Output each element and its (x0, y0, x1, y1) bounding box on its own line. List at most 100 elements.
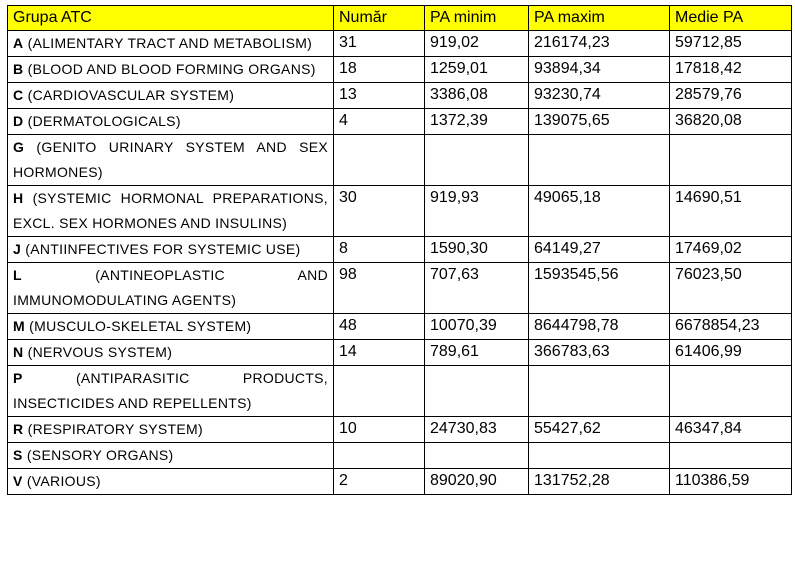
table-row: D (DERMATOLOGICALS) 4 1372,39 139075,65 3682… (7, 108, 792, 135)
atc-code: H (13, 190, 24, 206)
atc-code: N (13, 344, 24, 360)
value-cell: 46347,84 (669, 416, 792, 443)
empty-cell (333, 365, 425, 417)
atc-group-cell: R (RESPIRATORY SYSTEM) (7, 416, 334, 443)
atc-code: R (13, 421, 24, 437)
header-cell: Număr (333, 5, 425, 31)
atc-group-cell: V (VARIOUS) (7, 468, 334, 495)
atc-group-cell: S (SENSORY ORGANS) (7, 442, 334, 469)
atc-group-cell: D (DERMATOLOGICALS) (7, 108, 334, 135)
atc-name: (VARIOUS) (26, 473, 101, 489)
value-cell: 10 (333, 416, 425, 443)
value-cell: 789,61 (424, 339, 529, 366)
value-cell: 1259,01 (424, 56, 529, 83)
value-cell: 76023,50 (669, 262, 792, 314)
value-cell: 6678854,23 (669, 313, 792, 340)
table-row: J (ANTIINFECTIVES FOR SYSTEMIC USE) 8 1590… (7, 236, 792, 263)
value-cell: 10070,39 (424, 313, 529, 340)
table-row: V (VARIOUS) 2 89020,90 131752,28 110386,59 (7, 468, 792, 495)
atc-code: A (13, 35, 24, 51)
table-row: C (CARDIOVASCULAR SYSTEM) 13 3386,08 93230,… (7, 82, 792, 109)
atc-name: (ALIMENTARY TRACT AND METABOLISM) (27, 35, 313, 51)
atc-group-cell: P (ANTIPARASITIC PRODUCTS, INSECTICIDES … (7, 365, 334, 417)
table-row: N (NERVOUS SYSTEM) 14 789,61 366783,63 61406… (7, 339, 792, 366)
table-body: A (ALIMENTARY TRACT AND METABOLISM) 31 919… (7, 30, 792, 495)
atc-name: (CARDIOVASCULAR SYSTEM) (27, 87, 235, 103)
empty-cell (528, 442, 670, 469)
value-cell: 59712,85 (669, 30, 792, 57)
value-cell: 93230,74 (528, 82, 670, 109)
value-cell: 4 (333, 108, 425, 135)
header-cell: PA minim (424, 5, 529, 31)
atc-group-cell: N (NERVOUS SYSTEM) (7, 339, 334, 366)
atc-group-cell: B (BLOOD AND BLOOD FORMING ORGANS) (7, 56, 334, 83)
value-cell: 2 (333, 468, 425, 495)
table-row: R (RESPIRATORY SYSTEM) 10 24730,83 55427,62… (7, 416, 792, 443)
empty-cell (424, 365, 529, 417)
value-cell: 55427,62 (528, 416, 670, 443)
atc-name: (ANTIPARASITIC PRODUCTS, INSECTICIDES AN… (13, 370, 328, 411)
atc-name: (DERMATOLOGICALS) (27, 113, 181, 129)
header-cell: PA maxim (528, 5, 670, 31)
table-row: H (SYSTEMIC HORMONAL PREPARATIONS, EXCL.… (7, 185, 792, 237)
atc-name: (GENITO URINARY SYSTEM AND SEX HORMONES) (13, 139, 328, 180)
atc-code: P (13, 370, 23, 386)
atc-group-cell: M (MUSCULO-SKELETAL SYSTEM) (7, 313, 334, 340)
value-cell: 89020,90 (424, 468, 529, 495)
empty-cell (669, 365, 792, 417)
value-cell: 36820,08 (669, 108, 792, 135)
atc-code: D (13, 113, 24, 129)
empty-cell (528, 365, 670, 417)
table-row: S (SENSORY ORGANS) (7, 442, 792, 469)
header-cell: Medie PA (669, 5, 792, 31)
value-cell: 1372,39 (424, 108, 529, 135)
empty-cell (424, 134, 529, 186)
atc-name: (MUSCULO-SKELETAL SYSTEM) (29, 318, 252, 334)
value-cell: 8 (333, 236, 425, 263)
value-cell: 216174,23 (528, 30, 670, 57)
atc-code: S (13, 447, 23, 463)
value-cell: 98 (333, 262, 425, 314)
empty-cell (333, 134, 425, 186)
value-cell: 139075,65 (528, 108, 670, 135)
atc-name: (BLOOD AND BLOOD FORMING ORGANS) (27, 61, 316, 77)
empty-cell (333, 442, 425, 469)
value-cell: 8644798,78 (528, 313, 670, 340)
atc-name: (NERVOUS SYSTEM) (27, 344, 173, 360)
atc-code: V (13, 473, 23, 489)
atc-group-cell: C (CARDIOVASCULAR SYSTEM) (7, 82, 334, 109)
empty-cell (528, 134, 670, 186)
value-cell: 64149,27 (528, 236, 670, 263)
value-cell: 1590,30 (424, 236, 529, 263)
atc-name: (RESPIRATORY SYSTEM) (27, 421, 203, 437)
table-row: G (GENITO URINARY SYSTEM AND SEX HORMONE… (7, 134, 792, 186)
atc-group-cell: L (ANTINEOPLASTIC AND IMMUNOMODULATING A… (7, 262, 334, 314)
value-cell: 1593545,56 (528, 262, 670, 314)
value-cell: 93894,34 (528, 56, 670, 83)
value-cell: 30 (333, 185, 425, 237)
value-cell: 18 (333, 56, 425, 83)
value-cell: 61406,99 (669, 339, 792, 366)
table-row: L (ANTINEOPLASTIC AND IMMUNOMODULATING A… (7, 262, 792, 314)
header-cell: Grupa ATC (7, 5, 334, 31)
value-cell: 13 (333, 82, 425, 109)
value-cell: 24730,83 (424, 416, 529, 443)
atc-group-cell: G (GENITO URINARY SYSTEM AND SEX HORMONE… (7, 134, 334, 186)
atc-name: (SYSTEMIC HORMONAL PREPARATIONS, EXCL. S… (13, 190, 328, 231)
value-cell: 110386,59 (669, 468, 792, 495)
value-cell: 49065,18 (528, 185, 670, 237)
atc-code: J (13, 241, 22, 257)
value-cell: 131752,28 (528, 468, 670, 495)
atc-name: (ANTINEOPLASTIC AND IMMUNOMODULATING AGE… (13, 267, 328, 308)
atc-name: (ANTIINFECTIVES FOR SYSTEMIC USE) (25, 241, 301, 257)
atc-group-cell: A (ALIMENTARY TRACT AND METABOLISM) (7, 30, 334, 57)
empty-cell (669, 134, 792, 186)
value-cell: 919,02 (424, 30, 529, 57)
value-cell: 28579,76 (669, 82, 792, 109)
table-row: B (BLOOD AND BLOOD FORMING ORGANS) 18 1259… (7, 56, 792, 83)
atc-group-cell: J (ANTIINFECTIVES FOR SYSTEMIC USE) (7, 236, 334, 263)
value-cell: 707,63 (424, 262, 529, 314)
atc-table: Grupa ATC Număr PA minim PA maxim Medie PA A… (7, 5, 792, 495)
value-cell: 31 (333, 30, 425, 57)
atc-code: G (13, 139, 25, 155)
